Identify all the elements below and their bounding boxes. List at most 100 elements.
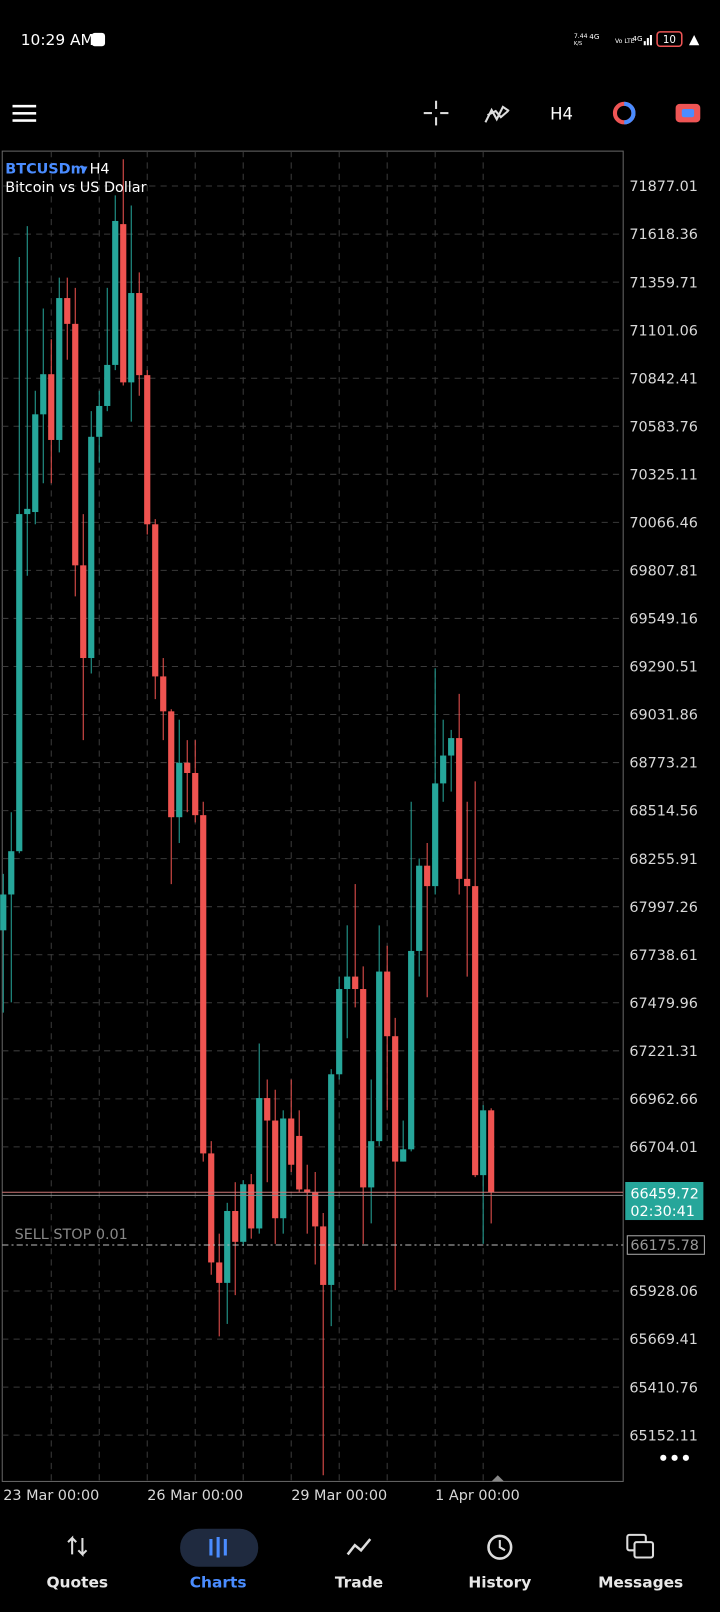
candle-body bbox=[240, 1184, 247, 1242]
symbol-dropdown[interactable]: ▼ bbox=[80, 165, 88, 176]
candle-body bbox=[192, 773, 199, 816]
candle-body bbox=[112, 220, 119, 365]
candle-body bbox=[56, 298, 63, 440]
candle-body bbox=[464, 878, 471, 887]
nav-messages[interactable]: Messages bbox=[598, 1573, 683, 1591]
y-tick-label: 69031.86 bbox=[629, 708, 698, 724]
candle-body bbox=[136, 293, 143, 376]
candle-body bbox=[360, 989, 367, 1188]
y-tick-label: 66962.66 bbox=[629, 1092, 698, 1108]
candle-body bbox=[272, 1120, 279, 1219]
candle-body bbox=[32, 414, 39, 513]
candle-body bbox=[144, 375, 151, 525]
candle-body bbox=[296, 1135, 303, 1190]
candle-body bbox=[472, 886, 479, 1176]
battery bbox=[656, 31, 683, 48]
crosshair-button[interactable] bbox=[423, 100, 449, 126]
status-icon bbox=[91, 32, 106, 47]
chart-timeframe: H4 bbox=[90, 162, 110, 178]
trade-icon bbox=[346, 1538, 372, 1556]
candle-body bbox=[288, 1118, 295, 1165]
objects-button-part bbox=[623, 101, 636, 125]
bid-label-bg bbox=[625, 1182, 704, 1221]
candle-body bbox=[408, 950, 415, 1150]
y-tick-label: 65669.41 bbox=[629, 1332, 698, 1348]
messages-icon-part bbox=[633, 1541, 655, 1559]
y-tick-label: 66704.01 bbox=[629, 1140, 698, 1156]
x-tick-label: 26 Mar 00:00 bbox=[147, 1488, 243, 1504]
candle-body bbox=[160, 676, 167, 712]
candle-body bbox=[400, 1149, 407, 1162]
x-tick-label: 29 Mar 00:00 bbox=[291, 1488, 387, 1504]
x-tick-label: 1 Apr 00:00 bbox=[435, 1488, 520, 1504]
candle-body bbox=[72, 323, 79, 566]
y-tick-label: 68255.91 bbox=[629, 852, 698, 868]
candle-body bbox=[88, 436, 95, 659]
candle-body bbox=[24, 508, 31, 515]
y-tick-label: 65928.06 bbox=[629, 1284, 698, 1300]
candle-body bbox=[104, 364, 111, 406]
candle-body bbox=[40, 374, 47, 415]
candle-body bbox=[488, 1110, 495, 1193]
candle-body bbox=[352, 976, 359, 990]
x-tick-label: 23 Mar 00:00 bbox=[3, 1488, 99, 1504]
candle-body bbox=[48, 374, 55, 440]
candle-body bbox=[280, 1118, 287, 1219]
candle-body bbox=[480, 1110, 487, 1176]
y-tick-label: 71618.36 bbox=[629, 227, 698, 243]
status-net: 4G bbox=[589, 32, 599, 41]
candle-body bbox=[416, 865, 423, 951]
status-speed-unit: K/S bbox=[574, 41, 582, 47]
chart-title: Bitcoin vs US Dollar bbox=[5, 180, 146, 196]
status-volte: Vo LTE bbox=[615, 38, 635, 45]
battery-level: 10 bbox=[663, 34, 676, 46]
y-tick-label: 67997.26 bbox=[629, 900, 698, 916]
candle-body bbox=[224, 1210, 231, 1283]
y-tick-label: 65152.11 bbox=[629, 1428, 698, 1444]
candle-body bbox=[264, 1098, 271, 1121]
bid-price: 66459.72 bbox=[630, 1186, 699, 1202]
nav-charts[interactable]: Charts bbox=[190, 1573, 247, 1591]
indicators-button[interactable] bbox=[484, 105, 510, 123]
candle-body bbox=[216, 1262, 223, 1283]
y-tick-label: 70842.41 bbox=[629, 371, 698, 387]
y-tick-label: 69549.16 bbox=[629, 612, 698, 628]
symbol[interactable]: BTCUSDm bbox=[5, 162, 85, 178]
candle-body bbox=[0, 894, 7, 931]
candle-body bbox=[176, 762, 183, 818]
y-tick-label: 67738.61 bbox=[629, 948, 698, 964]
charts-icon bbox=[209, 1536, 227, 1558]
candle-body bbox=[168, 711, 175, 818]
candle-body bbox=[232, 1210, 239, 1242]
timeframe-button[interactable]: H4 bbox=[550, 104, 573, 123]
candle-body bbox=[424, 865, 431, 887]
candle-body bbox=[384, 971, 391, 1037]
nav-quotes[interactable]: Quotes bbox=[46, 1573, 108, 1591]
y-tick-label: 71877.01 bbox=[629, 179, 698, 195]
y-tick-label: 67221.31 bbox=[629, 1044, 698, 1060]
candle-body bbox=[16, 514, 23, 852]
alert-icon bbox=[688, 34, 700, 46]
y-tick-label: 67479.96 bbox=[629, 996, 698, 1012]
bid-timer: 02:30:41 bbox=[630, 1204, 695, 1220]
candle-body bbox=[344, 976, 351, 990]
candle-body bbox=[320, 1226, 327, 1285]
y-tick-label: 71101.06 bbox=[629, 323, 698, 339]
y-tick-label: 68773.21 bbox=[629, 756, 698, 772]
more-button[interactable] bbox=[660, 1454, 689, 1461]
history-icon bbox=[487, 1534, 513, 1560]
candle-body bbox=[440, 755, 447, 784]
nav-history[interactable]: History bbox=[468, 1573, 531, 1591]
menu-button[interactable] bbox=[12, 104, 37, 122]
candle-body bbox=[248, 1184, 255, 1229]
candle-body bbox=[256, 1098, 263, 1229]
nav-trade[interactable]: Trade bbox=[335, 1573, 383, 1591]
candle-body bbox=[456, 738, 463, 879]
y-tick-label: 65410.76 bbox=[629, 1380, 698, 1396]
candle-body bbox=[368, 1141, 375, 1188]
y-tick-label: 70583.76 bbox=[629, 419, 698, 435]
candle-body bbox=[8, 851, 15, 895]
order-price-box bbox=[626, 1235, 705, 1255]
